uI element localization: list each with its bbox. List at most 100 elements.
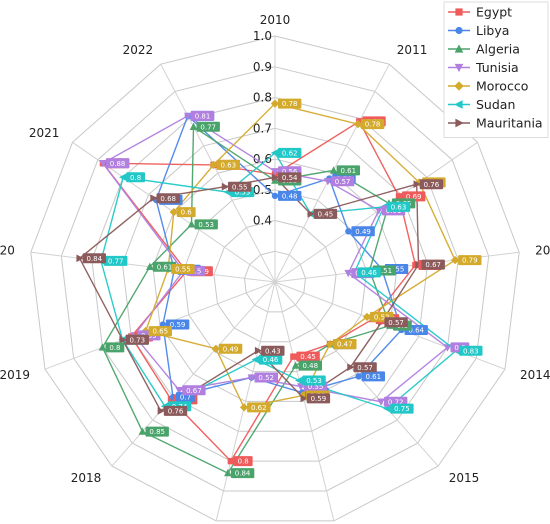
data-point-sudan <box>270 149 279 157</box>
radial-tick-label: 0.5 <box>253 183 272 197</box>
data-label: 0.5 <box>190 268 201 276</box>
legend-label-egypt: Egypt <box>476 5 512 20</box>
data-label: 0.53 <box>235 189 251 197</box>
data-point-tunisia <box>377 398 385 406</box>
data-label-box <box>82 253 106 264</box>
data-label: 0.84 <box>235 470 251 478</box>
data-label-box <box>230 468 255 479</box>
data-label: 0.47 <box>337 341 353 349</box>
grid-ring <box>60 66 490 492</box>
data-label-layer: 0.550.790.690.660.540.470.450.80.710.70.… <box>82 98 483 479</box>
grid-spoke <box>160 63 276 283</box>
data-label-box <box>261 345 285 356</box>
data-label: 0.88 <box>110 160 126 168</box>
data-point-mauritania <box>300 394 308 403</box>
data-label: 0.76 <box>168 408 184 416</box>
data-label-box <box>384 317 408 328</box>
data-label-box <box>336 165 360 176</box>
data-label-box <box>421 259 445 270</box>
data-label: 0.55 <box>175 266 191 274</box>
radial-tick-label: 0.6 <box>253 152 272 166</box>
data-label: 0.67 <box>425 261 441 269</box>
data-point-mauritania <box>307 210 315 218</box>
data-label: 0.64 <box>408 327 424 335</box>
data-label: 0.84 <box>87 255 103 263</box>
data-label: 0.8 <box>130 174 141 182</box>
data-label: 0.52 <box>374 314 390 322</box>
data-label: 0.56 <box>282 168 298 176</box>
data-point-algeria <box>189 122 198 131</box>
data-label-box <box>390 403 414 414</box>
data-label: 0.85 <box>149 428 165 436</box>
data-label: 0.73 <box>130 336 146 344</box>
grid-ring <box>213 219 337 343</box>
data-label-box <box>233 456 253 467</box>
legend-label-libya: Libya <box>476 23 509 38</box>
legend-marker-mauritania <box>455 118 464 128</box>
data-label-box <box>145 426 169 437</box>
data-point-tunisia <box>324 178 332 186</box>
legend-label-mauritania: Mauritania <box>476 116 543 131</box>
data-point-mauritania <box>150 194 158 202</box>
data-label: 0.7 <box>180 394 191 402</box>
data-label-box <box>459 345 483 356</box>
legend: Egypt Libya Algeria Tunisia Morocco Sudan Maur… <box>443 1 549 138</box>
data-point-morocco <box>209 160 218 170</box>
data-label-box <box>156 193 180 204</box>
legend-marker-morocco <box>454 81 464 91</box>
data-point-algeria <box>291 361 300 369</box>
data-point-algeria <box>138 427 147 435</box>
data-point-algeria <box>271 176 279 184</box>
grid-ring <box>91 96 459 462</box>
data-label-box <box>330 176 355 187</box>
data-label: 0.52 <box>258 374 274 382</box>
data-label: 0.57 <box>335 178 351 186</box>
data-label: 0.69 <box>406 193 422 201</box>
data-label: 0.45 <box>318 211 334 219</box>
data-label-box <box>218 343 243 354</box>
data-label: 0.59 <box>170 321 186 329</box>
data-point-tunisia <box>99 160 107 168</box>
data-point-algeria <box>98 343 107 351</box>
data-label: 0.65 <box>153 328 169 336</box>
data-point-tunisia <box>247 374 256 382</box>
radial-tick-label: 0.4 <box>253 214 272 228</box>
legend-frame <box>443 1 549 138</box>
data-label-box <box>216 159 240 170</box>
data-label-box <box>126 172 145 183</box>
data-label-box <box>254 372 278 383</box>
data-label-box <box>351 226 375 237</box>
data-point-mauritania <box>157 407 165 415</box>
legend-marker-algeria <box>454 44 464 53</box>
data-label: 0.81 <box>195 113 211 121</box>
data-point-mauritania <box>413 180 421 189</box>
data-label: 0.55 <box>232 183 248 191</box>
data-label-box <box>386 201 411 212</box>
data-point-morocco <box>325 339 335 349</box>
data-label: 0.51 <box>377 267 393 275</box>
data-label: 0.77 <box>108 258 124 266</box>
data-label-box <box>313 208 338 219</box>
data-point-algeria <box>329 166 338 174</box>
data-label: 0.76 <box>424 181 440 189</box>
data-label-box <box>182 385 206 396</box>
grid-ring <box>30 35 520 522</box>
data-label-box <box>125 334 149 345</box>
data-label: 0.49 <box>355 228 371 236</box>
data-point-egypt <box>227 457 235 465</box>
data-label-box <box>333 339 357 350</box>
data-label-box <box>419 179 444 190</box>
data-point-mauritania <box>271 173 280 182</box>
data-label: 0.45 <box>300 353 316 361</box>
data-point-tunisia <box>271 168 279 176</box>
data-label: 0.57 <box>357 364 373 372</box>
data-point-sudan <box>295 376 303 385</box>
data-label: 0.68 <box>160 195 176 203</box>
data-point-tunisia <box>344 269 353 278</box>
data-label-box <box>176 207 196 218</box>
data-point-mauritania <box>76 254 84 263</box>
data-label: 0.53 <box>306 377 322 385</box>
data-label-box <box>247 402 271 413</box>
data-point-tunisia <box>175 386 184 395</box>
